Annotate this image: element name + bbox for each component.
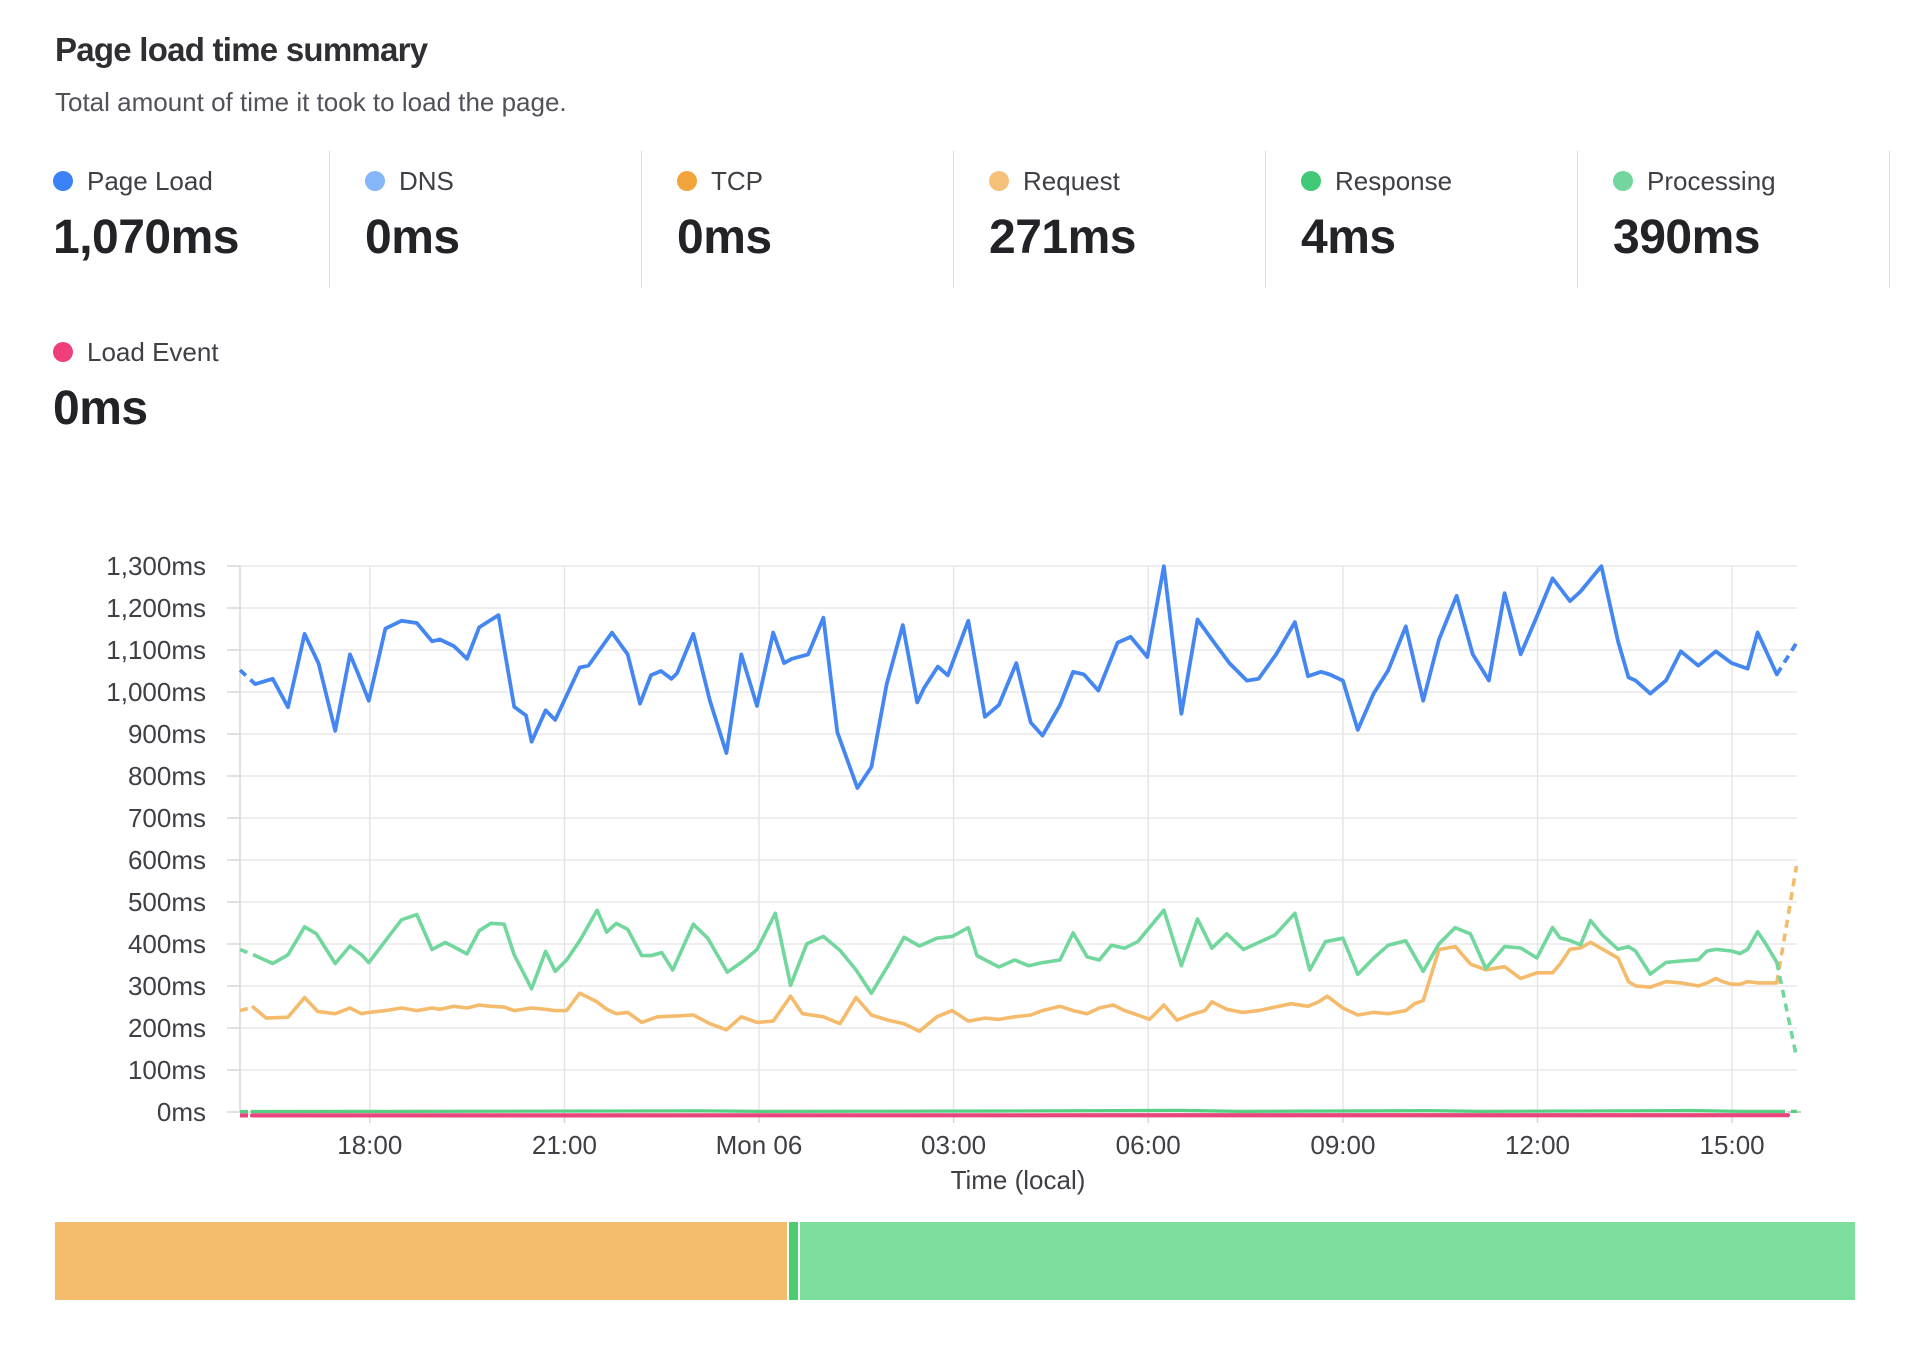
svg-text:800ms: 800ms [128, 761, 206, 791]
svg-text:600ms: 600ms [128, 845, 206, 875]
svg-text:100ms: 100ms [128, 1055, 206, 1085]
svg-text:1,300ms: 1,300ms [106, 551, 206, 581]
svg-text:400ms: 400ms [128, 929, 206, 959]
svg-text:Time (local): Time (local) [951, 1165, 1086, 1195]
svg-text:1,100ms: 1,100ms [106, 635, 206, 665]
svg-text:03:00: 03:00 [921, 1130, 986, 1160]
svg-text:06:00: 06:00 [1116, 1130, 1181, 1160]
svg-text:09:00: 09:00 [1310, 1130, 1375, 1160]
svg-text:200ms: 200ms [128, 1013, 206, 1043]
svg-text:12:00: 12:00 [1505, 1130, 1570, 1160]
svg-text:0ms: 0ms [157, 1097, 206, 1127]
svg-text:21:00: 21:00 [532, 1130, 597, 1160]
svg-text:500ms: 500ms [128, 887, 206, 917]
svg-text:1,200ms: 1,200ms [106, 593, 206, 623]
svg-text:700ms: 700ms [128, 803, 206, 833]
svg-text:Mon 06: Mon 06 [716, 1130, 803, 1160]
svg-text:15:00: 15:00 [1700, 1130, 1765, 1160]
svg-text:18:00: 18:00 [337, 1130, 402, 1160]
svg-text:1,000ms: 1,000ms [106, 677, 206, 707]
svg-text:300ms: 300ms [128, 971, 206, 1001]
svg-text:900ms: 900ms [128, 719, 206, 749]
